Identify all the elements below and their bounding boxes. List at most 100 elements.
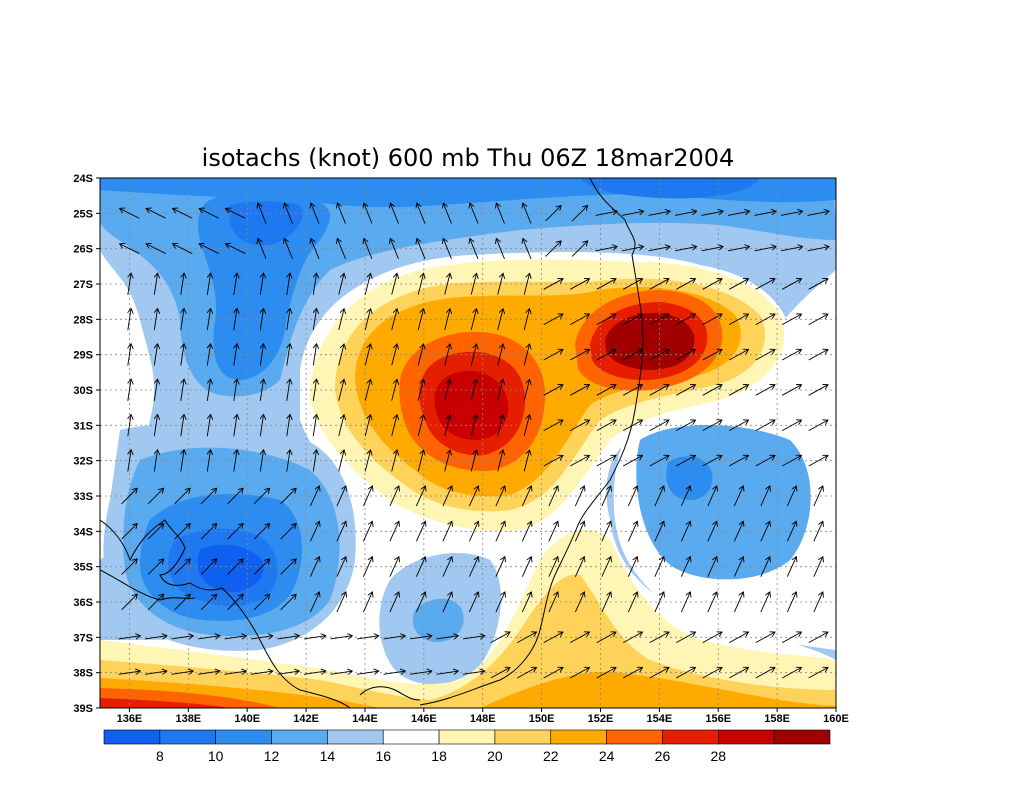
- wind-vector: [309, 592, 319, 613]
- wind-vector: [574, 521, 584, 542]
- colorbar-swatch: [271, 729, 328, 745]
- wind-vector: [258, 238, 267, 260]
- wind-vector: [570, 455, 589, 467]
- wind-vector: [286, 450, 290, 472]
- wind-vector: [702, 314, 722, 326]
- lon-tick-label: 152E: [588, 713, 614, 725]
- lon-tick-label: 160E: [823, 713, 849, 725]
- wind-vector: [596, 455, 616, 467]
- wind-vector: [330, 636, 353, 639]
- wind-vector: [364, 309, 370, 331]
- wind-vector: [260, 308, 263, 331]
- wind-vector: [523, 309, 529, 331]
- wind-vector: [570, 279, 589, 290]
- coastline-australia-se: [100, 519, 351, 708]
- wind-vector: [570, 349, 589, 361]
- wind-vector: [495, 592, 505, 613]
- wind-vector: [442, 557, 452, 577]
- wind-vector: [417, 203, 426, 224]
- wind-vector: [444, 309, 450, 331]
- latitude-axis: 24S 25S 26S 27S 28S 29S 30S 31S 32S 33S 34S 35S 36S 3…: [73, 173, 100, 715]
- wind-vector: [234, 450, 237, 472]
- wind-vector: [443, 203, 452, 224]
- wind-vector: [336, 557, 346, 577]
- wind-vector: [649, 279, 669, 290]
- coastline-bay: [359, 686, 421, 701]
- wind-vector: [330, 671, 353, 674]
- wind-vector: [571, 206, 588, 222]
- wind-vector: [207, 379, 210, 401]
- isotach-band-10-12-east: [666, 456, 713, 500]
- wind-vector: [250, 671, 273, 674]
- wind-vector: [181, 450, 184, 472]
- wind-vector: [496, 203, 505, 224]
- wind-vector: [470, 203, 479, 224]
- lon-tick-label: 154E: [647, 713, 673, 725]
- colorbar-swatch: [327, 729, 384, 745]
- wind-vector: [495, 486, 505, 507]
- wind-vector: [781, 314, 801, 326]
- wind-vector: [497, 415, 503, 437]
- wind-vector: [462, 636, 485, 639]
- wind-vector: [570, 632, 589, 644]
- wind-vector: [444, 379, 450, 401]
- wind-vector: [545, 241, 562, 257]
- wind-vector: [409, 671, 432, 674]
- wind-vector: [313, 379, 316, 401]
- lon-tick-label: 156E: [705, 713, 731, 725]
- wind-vector: [174, 594, 191, 611]
- map-plot-area: [100, 178, 836, 708]
- wind-vector: [490, 632, 510, 644]
- wind-vector: [444, 450, 450, 472]
- wind-vector: [250, 636, 273, 639]
- wind-vector: [470, 415, 476, 437]
- wind-vector: [523, 273, 529, 295]
- wind-vector: [309, 521, 319, 542]
- wind-vector: [621, 247, 644, 252]
- wind-vector: [224, 636, 247, 639]
- wind-vector: [623, 632, 642, 644]
- wind-vector: [391, 344, 397, 366]
- wind-vector: [523, 203, 532, 224]
- wind-vector: [523, 379, 529, 401]
- wind-vector: [286, 344, 290, 366]
- wind-vector: [781, 667, 801, 679]
- wind-vector: [364, 273, 370, 295]
- isotach-band-26-28-south: [100, 698, 230, 708]
- wind-vector: [574, 592, 584, 613]
- wind-vector: [680, 557, 690, 577]
- wind-vector: [727, 211, 750, 216]
- wind-vector: [497, 309, 503, 331]
- wind-vector: [808, 632, 828, 644]
- wind-vector: [313, 450, 316, 472]
- colorbar-swatch: [382, 729, 440, 745]
- wind-vector: [390, 238, 399, 260]
- wind-vector: [181, 308, 184, 331]
- wind-vector: [356, 636, 379, 639]
- wind-vector: [649, 420, 669, 432]
- lat-tick-label: 29S: [73, 350, 93, 362]
- wind-vector: [728, 385, 748, 396]
- wind-vector: [676, 314, 695, 326]
- wind-vector: [648, 247, 671, 252]
- wind-vector: [364, 415, 370, 437]
- wind-vector: [224, 671, 247, 674]
- lat-tick-label: 28S: [73, 314, 93, 326]
- wind-vector: [200, 488, 217, 505]
- wind-vector: [728, 632, 748, 644]
- wind-vector: [313, 308, 316, 331]
- wind-vector: [676, 349, 695, 361]
- wind-vector: [496, 238, 505, 260]
- wind-vector: [389, 486, 399, 507]
- wind-vector: [197, 671, 220, 674]
- wind-vector: [364, 344, 370, 366]
- wind-vector: [570, 385, 589, 396]
- wind-vector: [436, 636, 459, 639]
- wind-vector: [649, 349, 669, 361]
- wind-vector: [409, 636, 432, 639]
- wind-vector: [781, 385, 801, 396]
- wind-vector: [707, 557, 717, 577]
- wind-vector: [128, 450, 131, 472]
- wind-vector: [417, 273, 423, 295]
